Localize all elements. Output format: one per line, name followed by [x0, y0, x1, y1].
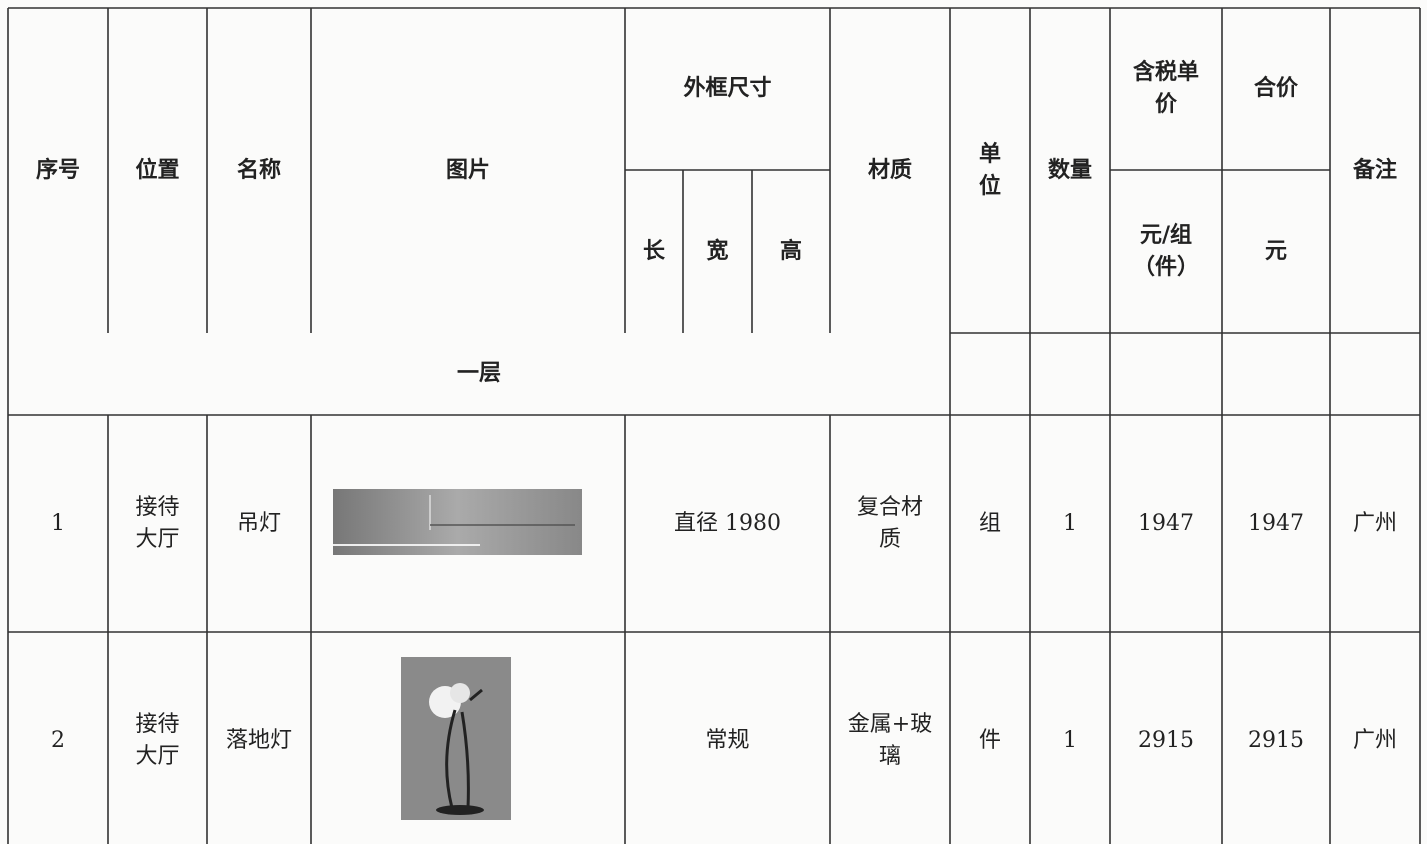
table-cell: 一层 — [8, 333, 950, 415]
header-cell-text: 单位 — [978, 141, 1001, 199]
table-cell: 合价 — [1222, 8, 1330, 170]
table-cell: 位置 — [108, 8, 207, 333]
body-cell-text: 2915 — [1248, 728, 1304, 754]
body-cell-text: 接待大厅 — [135, 494, 180, 552]
table-cell: 广州 — [1330, 415, 1420, 632]
header-cell-text: 宽 — [706, 238, 729, 264]
header-cell-text: 元/组（件） — [1132, 222, 1199, 280]
body-cell-text: 广州 — [1352, 510, 1397, 536]
header-cell-text: 含税单价 — [1132, 60, 1199, 117]
table-cell: 1 — [1030, 415, 1110, 632]
table-cell: 序号 — [8, 8, 108, 333]
table-cell: 数量 — [1030, 8, 1110, 333]
body-cell-text: 接待大厅 — [135, 712, 180, 769]
table-cell: 长 — [625, 170, 683, 333]
body-cell-text: 1947 — [1248, 510, 1304, 536]
table-cell: 常规 — [625, 632, 830, 844]
table-cell: 名称 — [207, 8, 311, 333]
table-cell: 宽 — [683, 170, 752, 333]
table-cell: 2915 — [1222, 632, 1330, 844]
header-cell-text: 图片 — [445, 157, 490, 183]
body-cell-text: 1947 — [1138, 510, 1194, 536]
body-cell-text: 组 — [978, 510, 1001, 536]
body-cell-text: 直径 1980 — [674, 510, 781, 536]
table-cell: 1 — [1030, 632, 1110, 844]
header-cell-text: 高 — [779, 238, 802, 264]
table-cell: 组 — [950, 415, 1030, 632]
table-cell: 吊灯 — [207, 415, 311, 632]
product-image-floor-lamp — [401, 657, 511, 820]
table-cell: 落地灯 — [207, 632, 311, 844]
table-cell: 1947 — [1110, 415, 1222, 632]
table-cell: 直径 1980 — [625, 415, 830, 632]
header-cell-text: 元 — [1264, 238, 1287, 264]
body-cell-text: 1 — [1063, 728, 1077, 754]
table-cell: 2915 — [1110, 632, 1222, 844]
header-cell-text: 数量 — [1047, 157, 1092, 183]
table-cell: 高 — [752, 170, 830, 333]
table-cell: 1 — [8, 415, 108, 632]
table-cell: 图片 — [311, 8, 625, 333]
header-cell-text: 序号 — [35, 157, 80, 183]
table-cell: 金属+玻璃 — [830, 632, 950, 844]
table-cell: 备注 — [1330, 8, 1420, 333]
table-cell: 复合材质 — [830, 415, 950, 632]
table-cell: 元/组（件） — [1110, 170, 1222, 333]
table-cell: 接待大厅 — [108, 632, 207, 844]
table-cell: 单位 — [950, 8, 1030, 333]
table-cell: 2 — [8, 632, 108, 844]
table-cell: 含税单价 — [1110, 8, 1222, 170]
table-cell: 件 — [950, 632, 1030, 844]
header-cell-text: 备注 — [1352, 157, 1397, 183]
product-image-chandelier — [333, 489, 582, 555]
body-cell-text: 1 — [51, 510, 65, 536]
table-cell: 外框尺寸 — [625, 8, 830, 170]
table-cell: 1947 — [1222, 415, 1330, 632]
body-cell-text: 2 — [51, 728, 65, 754]
header-cell-text: 外框尺寸 — [683, 76, 772, 102]
body-cell-text: 2915 — [1138, 728, 1194, 754]
table-cell: 广州 — [1330, 632, 1420, 844]
body-cell-text: 复合材质 — [856, 494, 923, 552]
grid-lines — [7, 7, 1421, 844]
body-cell-text: 金属+玻璃 — [847, 712, 933, 769]
table-cell: 材质 — [830, 8, 950, 333]
body-cell-text: 件 — [978, 728, 1001, 754]
table-cell: 元 — [1222, 170, 1330, 333]
body-cell-text: 1 — [1063, 510, 1077, 536]
header-cell-text: 合价 — [1253, 76, 1298, 102]
section-title: 一层 — [456, 361, 501, 387]
header-cell-text: 长 — [642, 238, 665, 264]
table-cell: 接待大厅 — [108, 415, 207, 632]
body-cell-text: 落地灯 — [225, 728, 292, 754]
body-cell-text: 常规 — [705, 728, 750, 754]
header-cell-text: 位置 — [135, 157, 180, 183]
body-cell-text: 广州 — [1352, 728, 1397, 754]
body-cell-text: 吊灯 — [236, 510, 281, 536]
header-cell-text: 材质 — [867, 157, 912, 183]
header-cell-text: 名称 — [236, 157, 281, 183]
